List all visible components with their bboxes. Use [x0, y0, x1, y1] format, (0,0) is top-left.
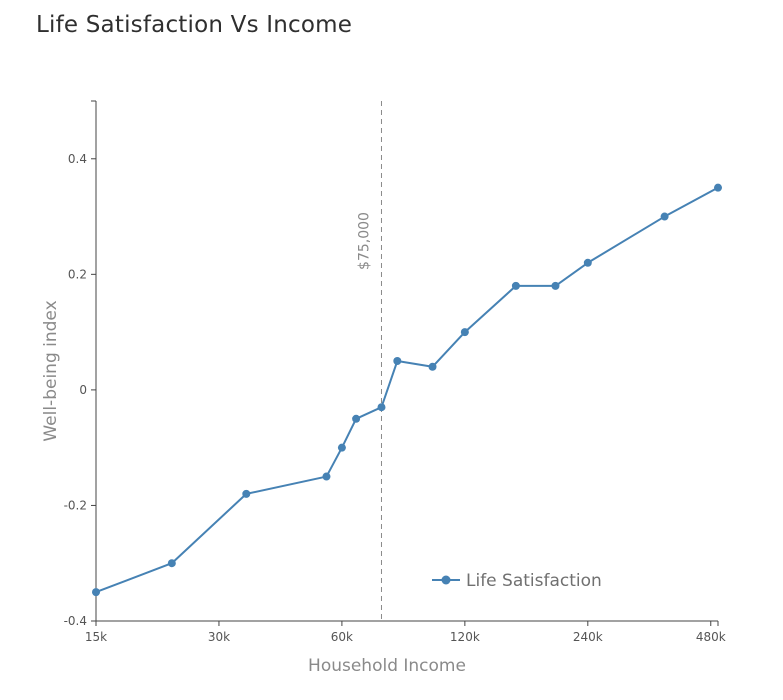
data-point [352, 414, 361, 423]
annotation-layer: $75,000 [356, 101, 382, 621]
legend-swatch-marker [441, 575, 451, 585]
x-tick-label: 60k [331, 630, 353, 644]
data-point [583, 258, 592, 267]
x-tick-label: 240k [573, 630, 603, 644]
x-tick-label: 480k [696, 630, 726, 644]
x-axis-title: Household Income [308, 656, 466, 676]
series-layer [92, 183, 722, 597]
data-point [92, 588, 100, 597]
threshold-label: $75,000 [356, 212, 372, 270]
x-axis: 15k 30k 60k 120k 240k 480k [85, 620, 726, 644]
y-tick-label: 0 [79, 383, 87, 397]
y-tick-label: -0.2 [64, 498, 87, 512]
data-point [551, 281, 560, 290]
data-point [460, 328, 469, 337]
data-point [167, 559, 176, 568]
y-tick-label: -0.4 [64, 614, 87, 628]
data-point [428, 362, 437, 371]
y-tick-label: 0.4 [68, 152, 87, 166]
x-tick-label: 120k [450, 630, 480, 644]
data-point [377, 403, 386, 412]
y-tick-label: 0.2 [68, 267, 87, 281]
data-point [511, 281, 520, 290]
x-tick-label: 15k [85, 630, 107, 644]
y-axis: -0.4 -0.2 0 0.2 0.4 [64, 100, 97, 628]
legend-label: Life Satisfaction [466, 571, 602, 591]
data-point [393, 357, 402, 365]
chart-legend: Life Satisfaction [432, 571, 602, 591]
data-point [322, 472, 331, 481]
series-line [95, 186, 719, 594]
data-point [242, 489, 251, 498]
y-axis-title: Well-being index [41, 300, 61, 441]
x-tick-label: 30k [208, 630, 230, 644]
data-point [714, 183, 722, 192]
chart-title: Life Satisfaction Vs Income [36, 12, 353, 38]
data-point [660, 212, 669, 221]
data-point [337, 443, 346, 452]
